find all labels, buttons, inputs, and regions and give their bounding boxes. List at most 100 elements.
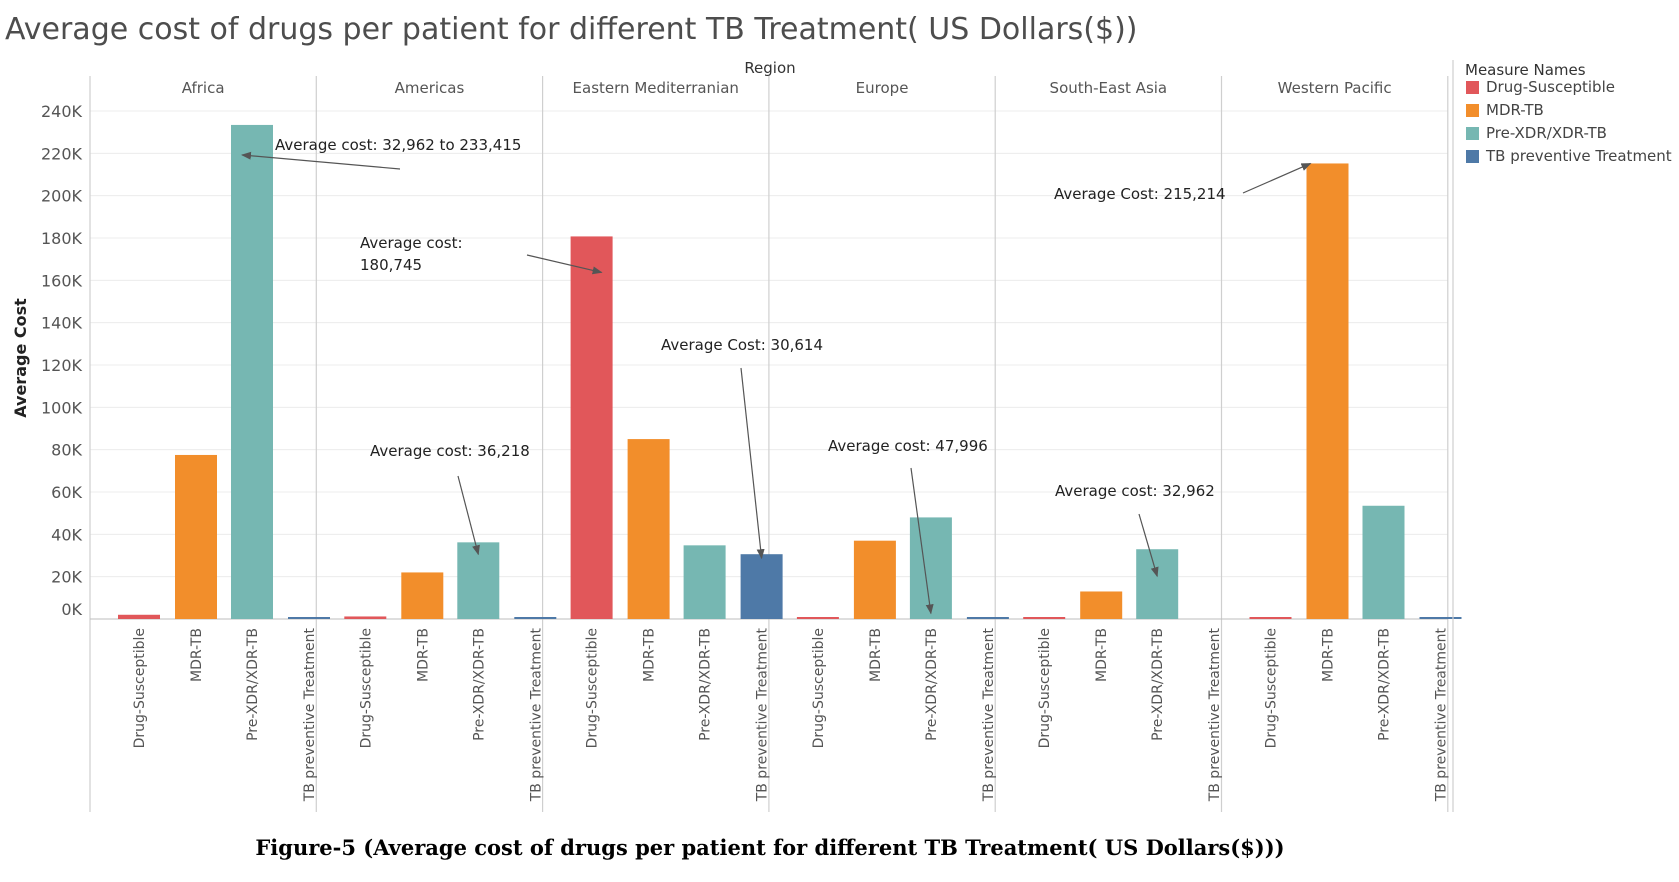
x-axis-ticks: Drug-Susceptible MDR-TB Pre-XDR/XDR-TB TB p… — [132, 627, 1450, 802]
x-tick-label: Drug-Susceptible — [1037, 628, 1053, 748]
bar — [683, 545, 726, 619]
bar — [288, 617, 330, 619]
x-tick-label: Pre-XDR/XDR-TB — [1377, 628, 1393, 741]
annotation-arrow — [1138, 513, 1159, 578]
x-tick-label: TB preventive Treatment — [1434, 627, 1450, 802]
bar — [1306, 163, 1349, 620]
annotation-arrow — [526, 254, 603, 275]
legend-item: Drug-Susceptible — [1466, 78, 1615, 96]
x-tick-label: Pre-XDR/XDR-TB — [471, 628, 487, 741]
y-tick-label: 200K — [41, 187, 83, 206]
legend-swatch — [1466, 81, 1479, 94]
x-tick-label: Drug-Susceptible — [1264, 628, 1280, 748]
annotation-text: Average cost: 47,996 — [828, 437, 988, 455]
x-tick-label: MDR-TB — [189, 628, 205, 682]
bar — [627, 439, 670, 619]
annotation: Average Cost: 215,214 — [1054, 162, 1312, 203]
y-tick-label: 80K — [51, 441, 82, 460]
bar — [401, 572, 444, 619]
annotation-text: Average Cost: 215,214 — [1054, 185, 1226, 203]
bar — [796, 617, 839, 619]
annotations: Average cost: 32,962 to 233,415 Average c… — [241, 136, 1312, 615]
bar — [1249, 617, 1292, 619]
figure-caption: Figure-5 (Average cost of drugs per pati… — [255, 835, 1284, 860]
legend-title: Measure Names — [1465, 61, 1586, 79]
y-tick-label: 220K — [41, 144, 83, 163]
x-tick-label: MDR-TB — [1094, 628, 1110, 682]
annotation-text: Average cost: — [360, 234, 463, 252]
annotation: Average cost: 36,218 — [370, 442, 530, 556]
annotation-arrow — [910, 467, 934, 615]
x-tick-label: Pre-XDR/XDR-TB — [245, 628, 261, 741]
annotation: Average Cost: 30,614 — [661, 336, 823, 560]
bar — [853, 540, 896, 619]
legend-item: TB preventive Treatment — [1466, 147, 1672, 165]
bar — [740, 554, 783, 619]
legend-item: Pre-XDR/XDR-TB — [1466, 124, 1607, 142]
annotation-arrow — [457, 475, 480, 556]
annotation: Average cost: 180,745 — [360, 234, 603, 275]
annotation: Average cost: 32,962 to 233,415 — [241, 136, 521, 170]
annotation-text: Average cost: 36,218 — [370, 442, 530, 460]
legend-label: Pre-XDR/XDR-TB — [1486, 124, 1607, 142]
bars — [118, 124, 1462, 620]
x-tick-label: TB preventive Treatment — [1207, 627, 1223, 802]
region-label: Americas — [395, 79, 465, 97]
legend-item: MDR-TB — [1466, 101, 1544, 119]
legend-swatch — [1466, 150, 1479, 163]
x-tick-label: MDR-TB — [1321, 628, 1337, 682]
y-tick-label: 0K — [61, 600, 82, 619]
y-axis-ticks: 0K 20K 40K 60K 80K 100K 120K 140K 160K 180K 200K 22… — [41, 102, 83, 619]
bar — [909, 517, 952, 619]
x-tick-label: TB preventive Treatment — [528, 627, 544, 802]
y-tick-label: 100K — [41, 398, 83, 417]
bar — [175, 454, 217, 619]
y-tick-label: 240K — [41, 102, 83, 121]
region-label: South-East Asia — [1050, 79, 1168, 97]
bar — [344, 616, 387, 619]
region-label: Western Pacific — [1278, 79, 1392, 97]
bar — [118, 614, 160, 619]
annotation-arrow — [1242, 162, 1312, 194]
bar — [1136, 549, 1179, 619]
x-tick-label: MDR-TB — [868, 628, 884, 682]
region-header: Region — [744, 59, 795, 77]
x-tick-label: Drug-Susceptible — [132, 628, 148, 748]
annotation-arrow — [740, 367, 765, 560]
x-tick-label: MDR-TB — [415, 628, 431, 682]
annotation-text: Average cost: 32,962 — [1055, 482, 1215, 500]
y-tick-label: 140K — [41, 314, 83, 333]
x-tick-label: Drug-Susceptible — [358, 628, 374, 748]
bar — [514, 617, 557, 619]
bar — [1362, 505, 1405, 619]
bar — [1023, 617, 1066, 619]
x-tick-label: MDR-TB — [642, 628, 658, 682]
bar — [966, 617, 1009, 619]
y-tick-label: 120K — [41, 356, 83, 375]
y-tick-label: 160K — [41, 271, 83, 290]
legend-label: TB preventive Treatment — [1485, 147, 1672, 165]
x-tick-label: TB preventive Treatment — [755, 627, 771, 802]
annotation-text: Average cost: 32,962 to 233,415 — [275, 136, 521, 154]
annotation: Average cost: 47,996 — [828, 437, 988, 615]
x-tick-label: Pre-XDR/XDR-TB — [924, 628, 940, 741]
legend-swatch — [1466, 104, 1479, 117]
legend-label: Drug-Susceptible — [1486, 78, 1615, 96]
annotation-text: 180,745 — [360, 256, 422, 274]
region-label: Europe — [856, 79, 909, 97]
legend: Measure Names Drug-Susceptible MDR-TB Pre-… — [1452, 60, 1672, 812]
legend-label: MDR-TB — [1486, 101, 1544, 119]
x-tick-label: Drug-Susceptible — [811, 628, 827, 748]
x-tick-label: Drug-Susceptible — [585, 628, 601, 748]
legend-swatch — [1466, 127, 1479, 140]
x-tick-label: TB preventive Treatment — [981, 627, 997, 802]
annotation-arrow — [241, 151, 401, 170]
x-tick-label: Pre-XDR/XDR-TB — [1150, 628, 1166, 741]
region-label: Eastern Mediterranian — [573, 79, 739, 97]
y-tick-label: 180K — [41, 229, 83, 248]
annotation: Average cost: 32,962 — [1055, 482, 1215, 578]
bar — [231, 124, 273, 620]
bar — [570, 236, 613, 619]
x-tick-label: Pre-XDR/XDR-TB — [698, 628, 714, 741]
x-tick-label: TB preventive Treatment — [302, 627, 318, 802]
